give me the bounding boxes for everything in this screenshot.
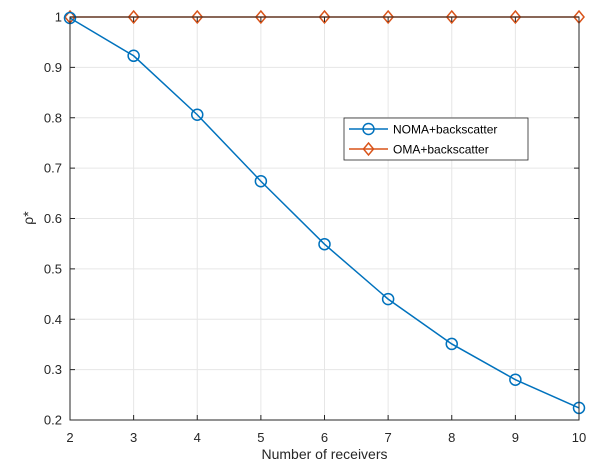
x-tick-label: 8 [448, 430, 455, 445]
y-tick-label: 0.5 [44, 261, 62, 276]
y-tick-label: 0.4 [44, 312, 62, 327]
data-point [127, 49, 140, 63]
data-point [254, 9, 267, 25]
x-tick-label: 2 [66, 430, 73, 445]
y-tick-labels: 0.2 0.3 0.4 0.5 0.6 0.7 0.8 0.9 1 [44, 10, 62, 428]
x-axis-title: Number of receivers [261, 446, 387, 462]
ticks [69, 16, 580, 421]
x-tick-label: 4 [194, 430, 201, 445]
y-tick-label: 1 [55, 10, 62, 25]
data-point [509, 373, 522, 386]
data-point [509, 9, 522, 25]
x-tick-label: 7 [385, 430, 392, 445]
y-tick-label: 0.6 [44, 211, 62, 226]
x-tick-label: 9 [512, 430, 519, 445]
data-point [127, 9, 140, 25]
y-tick-label: 0.2 [44, 413, 62, 428]
data-point [445, 337, 458, 351]
data-point [381, 292, 395, 306]
y-axis-title: ρ* [20, 211, 36, 225]
x-tick-label: 10 [572, 430, 586, 445]
legend-swatch-marker [362, 122, 375, 136]
legend-box [343, 117, 529, 161]
x-tick-labels: 2 3 4 5 6 7 8 9 10 [66, 430, 586, 445]
legend-label: NOMA+backscatter [393, 123, 497, 137]
data-point [191, 9, 204, 25]
y-tick-label: 0.8 [44, 110, 62, 125]
x-tick-label: 5 [257, 430, 264, 445]
legend-swatch-marker [362, 141, 375, 157]
legend: NOMA+backscatter OMA+backscatter [343, 117, 529, 161]
data-point [445, 9, 458, 25]
y-tick-label: 0.7 [44, 161, 62, 176]
x-tick-label: 3 [130, 430, 137, 445]
data-point [382, 9, 395, 25]
legend-label: OMA+backscatter [393, 143, 489, 157]
x-tick-label: 6 [321, 430, 328, 445]
data-point [191, 108, 204, 121]
data-point [318, 237, 331, 251]
y-tick-label: 0.3 [44, 362, 62, 377]
data-point [254, 174, 268, 188]
series-line [69, 17, 580, 409]
y-tick-label: 0.9 [44, 60, 62, 75]
data-point [318, 9, 331, 25]
